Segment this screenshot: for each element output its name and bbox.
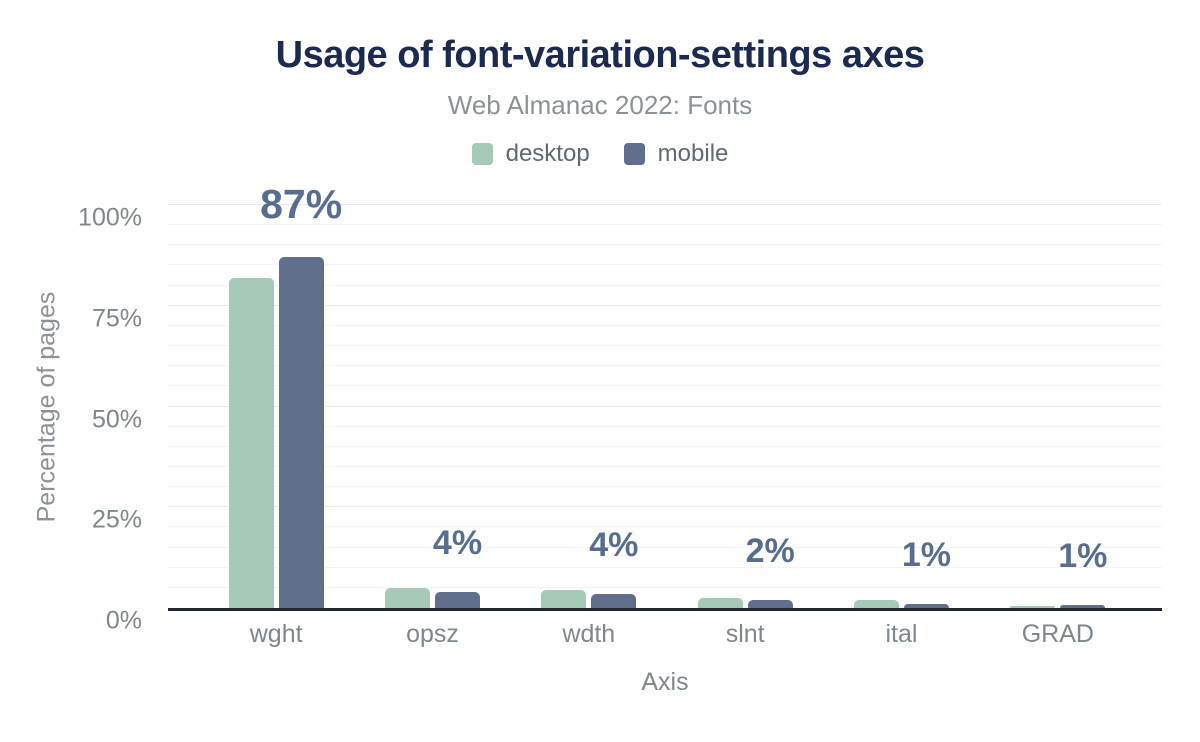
x-tick-label: ital [885,620,918,648]
x-tick-label: wdth [562,620,616,648]
bar-mobile [747,599,793,608]
bar-value-label: 1% [1058,536,1108,575]
gridline [168,546,1162,548]
y-tick-label: 100% [78,203,142,232]
bar-group: 4% wdth [511,205,667,648]
gridline [168,405,1162,407]
gridline [168,304,1162,306]
x-tick-label: wght [249,620,303,648]
mobile-swatch-icon [623,143,645,165]
gridline [168,264,1162,266]
chart-subtitle: Web Almanac 2022: Fonts [447,90,753,120]
gridline [168,345,1162,347]
gridline [168,425,1162,427]
plot-area: 87% wght 4% opsz 4% wdth 2% slnt 1% ital 1% GRAD [168,184,1162,648]
bar-group: 2% slnt [667,205,823,648]
bar-groups: 87% wght 4% opsz 4% wdth 2% slnt 1% ital 1% GRAD [168,184,1162,648]
gridline [168,566,1162,568]
gridline [168,284,1162,286]
bar-desktop [384,587,430,608]
x-axis-title: Axis [641,668,689,696]
y-tick-label: 50% [91,405,142,433]
chart-title: Usage of font-variation-settings axes [275,34,925,76]
gridline [168,385,1162,387]
bar-value-label: 2% [745,531,795,570]
gridline [168,324,1162,326]
legend-item-desktop: desktop [471,140,590,168]
gridline [168,526,1162,528]
bar-value-label: 4% [589,525,639,564]
x-tick-label: opsz [406,620,459,648]
gridline [168,486,1162,488]
gridline [168,445,1162,447]
bar-value-label: 87% [260,181,343,228]
bar-mobile [278,257,324,608]
gridline [168,224,1162,226]
bar-desktop [541,589,587,608]
bar-mobile [434,591,480,608]
bar-mobile [591,593,637,608]
gridline [168,506,1162,508]
gridline [168,465,1162,467]
x-tick-label: GRAD [1021,620,1094,648]
legend-label-mobile: mobile [657,140,729,167]
bar-desktop [228,277,274,608]
bar-value-label: 1% [901,535,952,574]
legend: desktop mobile [0,140,1200,168]
gridline [168,365,1162,367]
bar-group: 87% wght [198,184,354,648]
desktop-swatch-icon [471,143,493,165]
bar-group: 1% GRAD [980,205,1136,648]
bar-group: 1% ital [823,205,979,648]
bar-desktop [697,597,743,608]
gridline [168,244,1162,246]
legend-label-desktop: desktop [505,140,590,167]
gridline [168,204,1162,205]
y-tick-labels: 0% 25% 50% 75% 100% [45,203,155,633]
legend-item-mobile: mobile [623,140,729,168]
x-tick-label: slnt [725,620,765,648]
bar-mobile [1060,604,1106,608]
bar-group: 4% opsz [354,205,510,648]
bar-value-label: 4% [432,523,483,562]
bar-desktop [853,599,899,608]
y-tick-label: 25% [91,505,142,534]
y-tick-label: 0% [105,606,142,635]
bar-mobile [903,603,949,608]
y-tick-label: 75% [91,304,142,333]
bar-desktop [1010,606,1056,608]
x-axis-line [168,608,1162,611]
gridline [168,586,1162,588]
